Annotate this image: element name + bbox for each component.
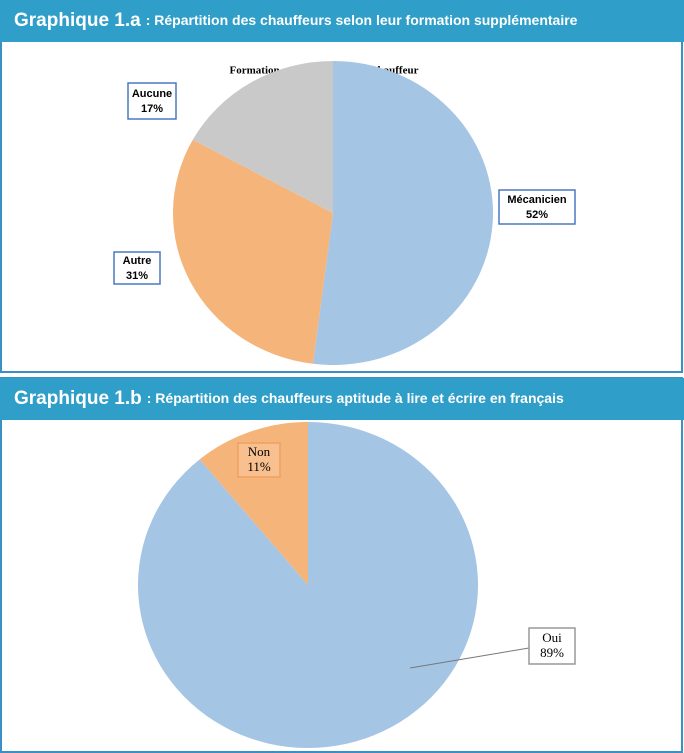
heading: Graphique 1.a: [14, 10, 141, 31]
header-title: : Répartition des chauffeurs aptitude à …: [147, 390, 564, 406]
heading: Graphique 1.b: [14, 388, 142, 409]
pie-slice: [199, 422, 308, 585]
panel-border: [0, 0, 683, 373]
pie-slice: [192, 61, 333, 213]
label-box: [237, 442, 281, 478]
slice-label: Aucune: [132, 88, 172, 100]
label-box: [127, 82, 177, 120]
label-box: [498, 189, 576, 225]
header-bar: [0, 378, 684, 420]
label-box: [113, 251, 161, 285]
slice-value: 17%: [141, 103, 163, 115]
header: Graphique 1.b : Répartition des chauffeur…: [14, 388, 564, 409]
slice-value: 31%: [126, 270, 148, 282]
slice-label: Autre: [123, 255, 152, 267]
slice-label: Mécanicien: [507, 194, 567, 206]
slice-value: 89%: [540, 645, 564, 660]
pie-slice: [172, 139, 333, 364]
header-bar: [0, 0, 684, 42]
header: Graphique 1.a : Répartition des chauffeur…: [14, 10, 578, 31]
leader-line: [409, 647, 530, 669]
slice-label: Oui: [542, 630, 562, 645]
slice-value: 52%: [526, 209, 548, 221]
slice-value: 11%: [247, 459, 271, 474]
label-box: [528, 627, 576, 665]
slice-label: Non: [248, 444, 271, 459]
header-title: : Répartition des chauffeurs selon leur …: [146, 12, 578, 28]
pie-slice: [312, 61, 493, 365]
